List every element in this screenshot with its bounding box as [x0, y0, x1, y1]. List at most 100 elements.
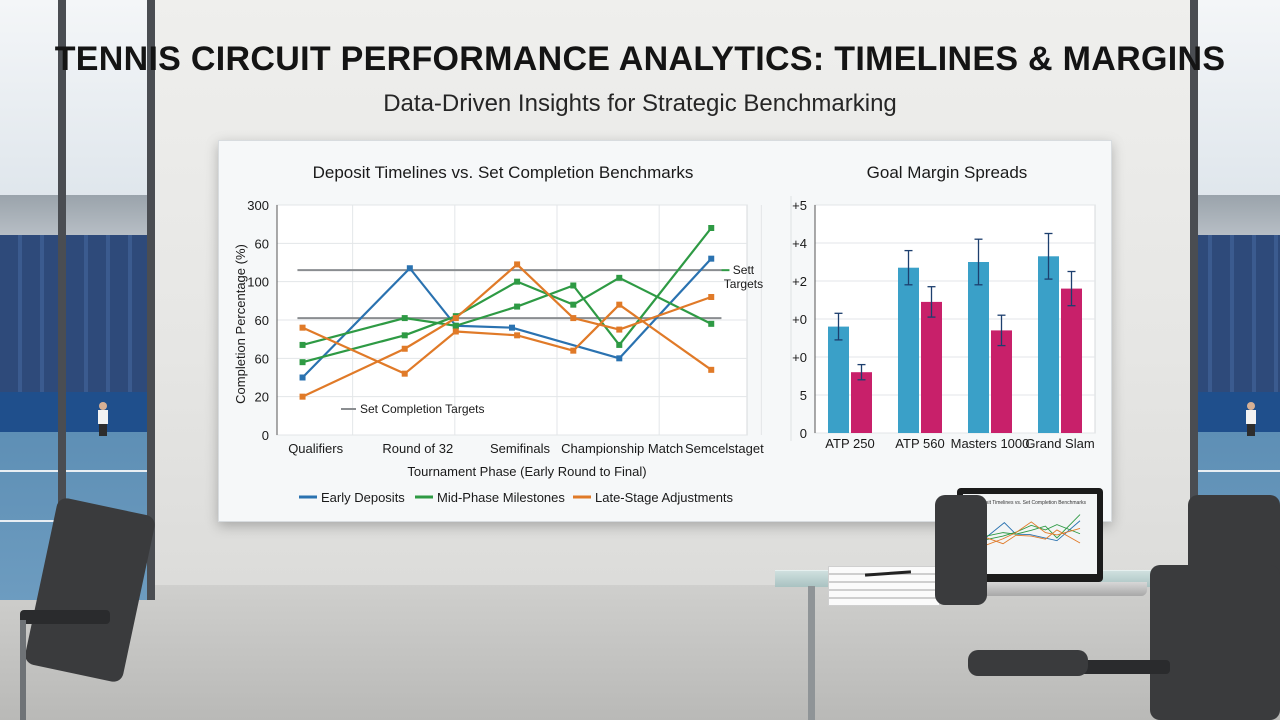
bar-chart-y-tick-label: +5 — [792, 198, 807, 213]
line-chart-y-tick-label: 60 — [255, 351, 269, 366]
bar-chart-y-tick-label: +4 — [792, 236, 807, 251]
line-series-point — [406, 265, 413, 272]
line-series-point — [452, 328, 459, 335]
laptop-line-series — [977, 529, 1081, 545]
bar — [921, 301, 942, 433]
line-series-point — [401, 315, 408, 322]
laptop-chart-series — [977, 514, 1081, 549]
bar — [898, 267, 919, 433]
office-floor — [0, 585, 1280, 720]
line-chart-y-tick-label: 60 — [255, 236, 269, 251]
tennis-player — [98, 402, 108, 436]
line-chart-x-tick-label: Qualifiers — [288, 441, 343, 456]
laptop-line-series — [977, 524, 1081, 542]
line-series-point — [616, 274, 623, 281]
line-series-point — [514, 278, 521, 285]
line-series-point — [570, 315, 577, 322]
line-chart-y-tick-label: 300 — [247, 198, 269, 213]
line-chart-series — [299, 225, 715, 400]
laptop-chart: Deposit Timelines vs. Set Completion Ben… — [974, 500, 1086, 549]
bar-chart-x-tick-label: ATP 560 — [895, 436, 944, 451]
line-series-point — [452, 322, 459, 329]
line-series-point — [708, 255, 715, 262]
legend-label: Early Deposits — [321, 490, 405, 505]
laptop-base — [935, 582, 1147, 596]
line-chart-x-ticks: Qualifiers Round of 32 Semifinals Champions… — [288, 441, 764, 456]
reference-line-label: Sett Targets — [724, 263, 763, 291]
laptop-line-series — [977, 520, 1081, 545]
bar-chart-y-tick-label: 0 — [800, 426, 807, 441]
bar-chart-x-tick-label: Grand Slam — [1025, 436, 1094, 451]
line-series-point — [299, 374, 306, 381]
bar-chart-y-ticks: +5 +4 +2 +0 +0 5 0 — [792, 198, 807, 441]
line-chart-x-tick-label: Semcelstaget — [685, 441, 764, 456]
bar — [1038, 256, 1059, 433]
legend-label: Late-Stage Adjustments — [595, 490, 734, 505]
office-chair-right — [1150, 565, 1280, 720]
line-series-point — [616, 341, 623, 348]
line-chart-y-ticks: 300 60 100 60 60 20 0 — [247, 198, 269, 443]
chart-board-svg: Deposit Timelines vs. Set Completion Ben… — [233, 163, 1096, 505]
line-series-point — [299, 341, 306, 348]
laptop-line-series — [977, 514, 1081, 539]
page-title: TENNIS CIRCUIT PERFORMANCE ANALYTICS: TI… — [54, 40, 1226, 78]
line-chart-x-label: Tournament Phase (Early Round to Final) — [407, 464, 646, 479]
line-chart-y-tick-label: 0 — [262, 428, 269, 443]
reference-legend-label: Set Completion Targets — [360, 402, 485, 416]
line-series-point — [509, 324, 515, 331]
tennis-player — [1246, 402, 1256, 436]
bar-chart-x-tick-label: Masters 1000 — [951, 436, 1030, 451]
stadium-stands — [0, 235, 155, 395]
line-series-point — [570, 301, 577, 308]
laptop-line-series — [977, 521, 1081, 549]
line-series-point — [570, 282, 577, 289]
line-chart-x-tick-label: Championship Match — [561, 441, 683, 456]
line-chart-y-tick-label: 100 — [247, 275, 269, 290]
line-chart-title: Deposit Timelines vs. Set Completion Ben… — [313, 163, 694, 182]
bar-chart-y-tick-label: 5 — [800, 388, 807, 403]
line-chart-y-label: Completion Percentage (%) — [233, 244, 248, 404]
line-series-point — [401, 370, 408, 377]
line-series-point — [514, 261, 521, 268]
bar — [968, 262, 989, 433]
line-chart: Deposit Timelines vs. Set Completion Ben… — [233, 163, 764, 505]
line-chart-y-tick-label: 20 — [255, 390, 269, 405]
line-series-point — [514, 332, 521, 339]
line-series — [301, 257, 713, 379]
desk-leg — [808, 586, 815, 720]
line-chart-x-tick-label: Semifinals — [490, 441, 550, 456]
line-series-point — [452, 315, 459, 322]
chart-board: Deposit Timelines vs. Set Completion Ben… — [218, 140, 1112, 522]
line-chart-grid — [276, 204, 762, 436]
bar-chart-x-tick-label: ATP 250 — [825, 436, 874, 451]
line-series-point — [616, 301, 623, 308]
right-window — [1190, 0, 1280, 600]
line-series-point — [708, 225, 715, 231]
line-series-point — [401, 332, 408, 339]
bar-chart-y-tick-label: +0 — [792, 350, 807, 365]
line-chart-y-tick-label: 60 — [255, 313, 269, 328]
line-series-point — [708, 294, 715, 300]
line-series-point — [514, 303, 521, 310]
bar-chart-y-tick-label: +2 — [792, 274, 807, 289]
bar-chart-y-tick-label: +0 — [792, 312, 807, 327]
line-series-point — [299, 359, 306, 366]
bar — [991, 330, 1012, 433]
bar — [851, 372, 872, 433]
bar-chart-title: Goal Margin Spreads — [867, 163, 1028, 182]
office-chair-seat — [968, 650, 1088, 676]
line-series-point — [616, 326, 623, 333]
line-series-point — [401, 345, 408, 352]
line-series-point — [299, 393, 306, 400]
bar-chart-bars — [828, 232, 1082, 433]
line-chart-legend: Early Deposits Mid-Phase Milestones Late-S… — [299, 490, 734, 505]
line-series-point — [616, 355, 623, 362]
laptop-chart-title: Deposit Timelines vs. Set Completion Ben… — [974, 500, 1086, 506]
line-series-point — [708, 320, 715, 327]
page-subtitle: Data-Driven Insights for Strategic Bench… — [383, 90, 897, 117]
office-chair-desk — [935, 495, 987, 605]
line-series-point — [299, 324, 306, 331]
line-series-point — [708, 366, 715, 373]
line-chart-x-tick-label: Round of 32 — [382, 441, 453, 456]
